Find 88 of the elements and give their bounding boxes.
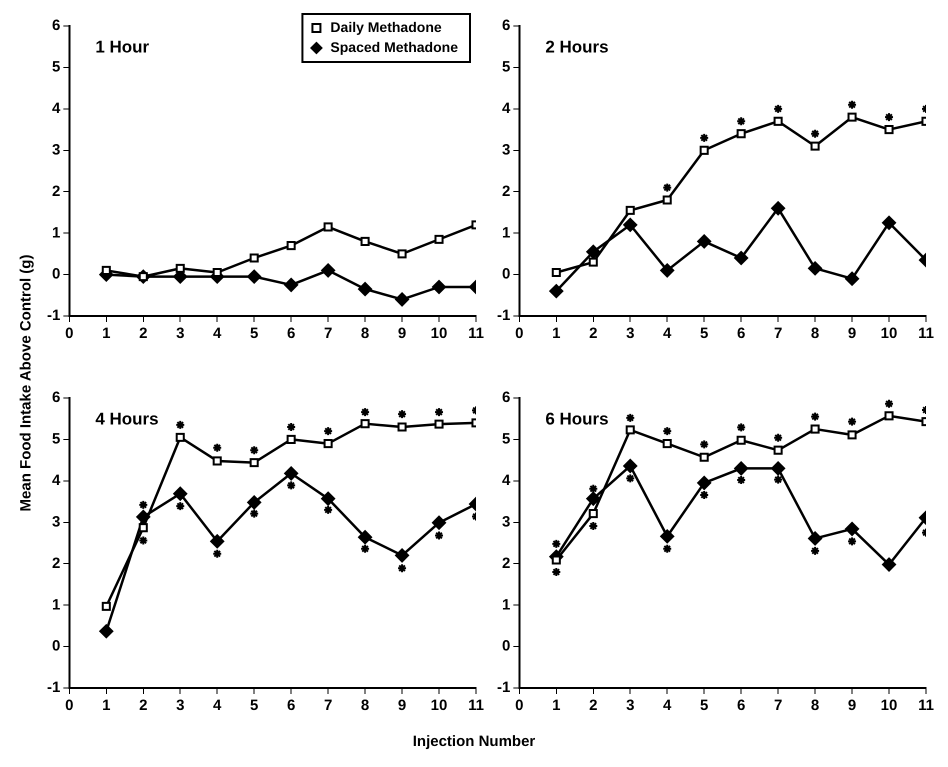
y-tick-label: 6 (502, 17, 510, 34)
x-tick-label: 4 (663, 697, 672, 714)
x-tick-label: 5 (250, 697, 258, 714)
x-tick-label: 10 (430, 697, 448, 714)
x-tick-label: 11 (468, 697, 484, 714)
x-tick-label: 8 (810, 325, 820, 342)
x-tick-label: 10 (880, 697, 898, 714)
text: 2 Hours (545, 38, 609, 57)
x-tick-label: 0 (515, 325, 524, 342)
x-tick-label: 0 (65, 697, 74, 714)
x-tick-label: 4 (213, 697, 222, 714)
x-tick-label: 10 (880, 325, 898, 342)
y-tick-label: 5 (52, 58, 60, 76)
y-tick-label: 3 (52, 141, 60, 158)
x-tick-label: 7 (324, 325, 332, 342)
x-tick-label: 3 (626, 697, 634, 714)
text: 6 Hours (545, 410, 609, 429)
y-tick-label: -1 (496, 307, 510, 324)
x-tick-label: 5 (700, 325, 708, 342)
x-tick-label: 11 (468, 325, 484, 342)
x-tick-label: 6 (286, 697, 296, 714)
x-tick-label: 11 (918, 697, 934, 714)
y-tick-label: 3 (502, 513, 510, 530)
y-tick-label: 4 (502, 100, 511, 117)
x-tick-label: 1 (552, 325, 560, 342)
y-tick-label: 5 (502, 58, 510, 76)
y-tick-label: 6 (52, 389, 60, 406)
x-tick-label: 0 (515, 697, 524, 714)
legend-label: Spaced Methadone (330, 38, 458, 55)
y-tick-label: 1 (52, 596, 60, 614)
x-tick-label: 9 (398, 325, 406, 342)
x-tick-label: 10 (430, 325, 448, 342)
y-tick-label: 5 (502, 430, 510, 448)
y-tick-label: 6 (52, 17, 60, 34)
y-tick-label: 2 (502, 182, 510, 200)
y-tick-label: 1 (502, 224, 510, 242)
y-tick-label: 0 (52, 266, 60, 283)
x-tick-label: 2 (589, 325, 598, 342)
y-tick-label: 3 (502, 141, 510, 158)
x-tick-label: 2 (139, 697, 148, 714)
legend-label: Daily Methadone (330, 18, 442, 35)
x-tick-label: 1 (552, 697, 560, 714)
text: 4 Hours (95, 410, 159, 429)
y-tick-label: 2 (502, 554, 510, 572)
y-tick-label: 1 (502, 596, 510, 614)
y-tick-label: 4 (502, 472, 511, 489)
x-tick-label: 8 (360, 697, 370, 714)
y-tick-label: 3 (52, 513, 60, 530)
y-tick-label: 4 (52, 100, 61, 117)
y-tick-label: 0 (502, 266, 510, 283)
x-tick-label: 0 (65, 325, 74, 342)
x-axis-title: Injection Number (412, 733, 536, 750)
x-tick-label: 9 (398, 697, 406, 714)
y-tick-label: -1 (46, 679, 60, 696)
y-axis-title: Mean Food Intake Above Control (g) (18, 254, 34, 512)
y-tick-label: 4 (52, 472, 61, 489)
x-tick-label: 8 (360, 325, 370, 342)
y-tick-label: 2 (52, 182, 60, 200)
y-tick-label: -1 (496, 679, 510, 696)
y-tick-label: 1 (52, 224, 60, 242)
y-tick-label: 2 (52, 554, 60, 572)
text: 1 Hour (95, 38, 150, 57)
x-tick-label: 2 (139, 325, 148, 342)
x-tick-label: 1 (102, 697, 110, 714)
y-tick-label: -1 (46, 307, 60, 324)
y-tick-label: 6 (502, 389, 510, 406)
x-tick-label: 9 (848, 325, 856, 342)
x-tick-label: 7 (324, 697, 332, 714)
x-tick-label: 3 (176, 325, 184, 342)
x-tick-label: 8 (810, 697, 820, 714)
x-tick-label: 9 (848, 697, 856, 714)
x-tick-label: 4 (213, 325, 222, 342)
x-tick-label: 5 (250, 325, 258, 342)
x-tick-label: 7 (774, 697, 782, 714)
x-tick-label: 3 (176, 697, 184, 714)
x-tick-label: 2 (589, 697, 598, 714)
x-tick-label: 5 (700, 697, 708, 714)
x-tick-label: 7 (774, 325, 782, 342)
x-tick-label: 4 (663, 325, 672, 342)
x-tick-label: 1 (102, 325, 110, 342)
x-tick-label: 11 (918, 325, 934, 342)
y-tick-label: 5 (52, 430, 60, 448)
y-tick-label: 0 (502, 638, 510, 655)
x-tick-label: 6 (736, 325, 746, 342)
x-tick-label: 6 (286, 325, 296, 342)
y-tick-label: 0 (52, 638, 60, 655)
x-tick-label: 3 (626, 325, 634, 342)
x-tick-label: 6 (736, 697, 746, 714)
